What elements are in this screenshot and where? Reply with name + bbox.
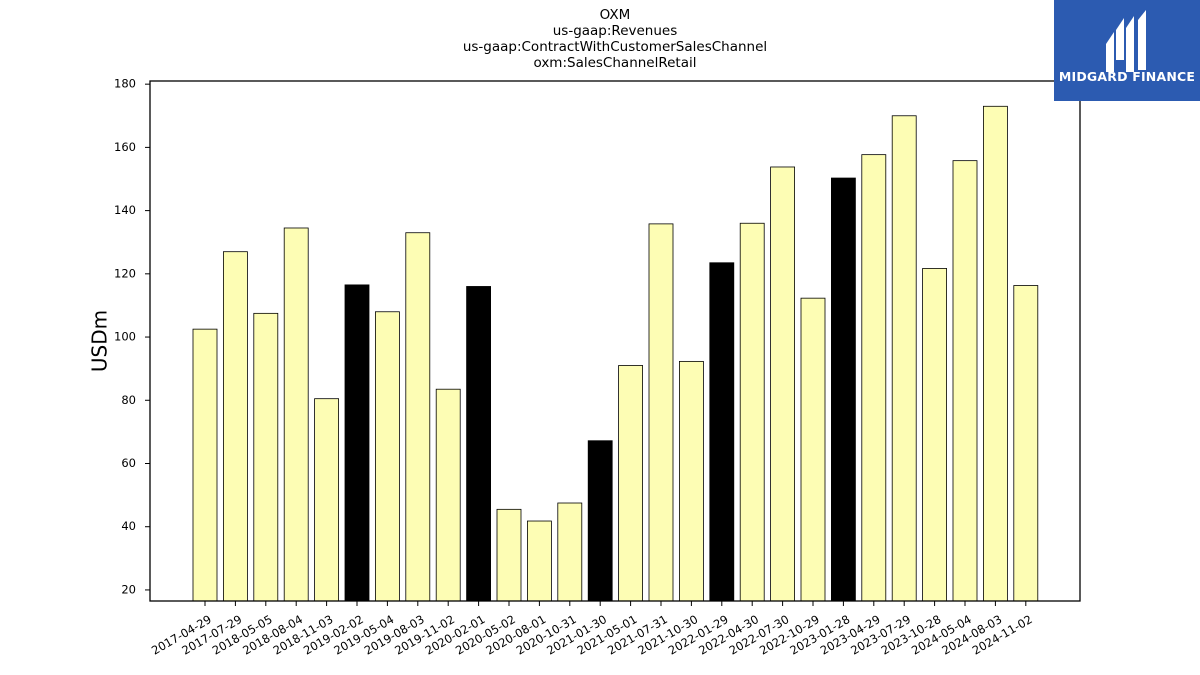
chart-title: OXM us-gaap:Revenues us-gaap:ContractWit…: [150, 7, 1080, 71]
y-tick-label: 140: [114, 203, 136, 217]
bar-2018-05-05: [253, 312, 279, 602]
logo-mark-icon: [1106, 10, 1146, 72]
bar-2021-10-30: [679, 360, 704, 602]
y-tick-label: 60: [121, 456, 136, 470]
bar-2023-07-29: [891, 115, 917, 602]
bar-2022-07-30: [770, 166, 795, 602]
bar-2024-11-02: [1013, 285, 1039, 602]
bar-2023-10-28: [922, 268, 947, 602]
y-tick-label: 100: [114, 330, 136, 344]
bar-2021-05-01: [618, 365, 643, 602]
bar-2023-04-29: [861, 154, 887, 602]
title-metric: us-gaap:Revenues: [552, 23, 678, 39]
bars-group: [192, 105, 1039, 602]
y-axis-label: USDm: [88, 310, 112, 372]
bar-2019-02-02: [344, 284, 370, 602]
bar-2023-01-28: [831, 177, 856, 602]
title-axis: us-gaap:ContractWithCustomerSalesChannel: [462, 39, 768, 55]
plot-frame: [149, 80, 1081, 602]
y-tick-label: 180: [114, 77, 136, 91]
bar-2019-11-02: [435, 388, 461, 602]
bar-2021-01-30: [587, 440, 613, 602]
bar-2020-08-01: [527, 520, 552, 602]
brand-logo: MIDGARD FINANCE: [1054, 0, 1200, 101]
bar-2024-08-03: [983, 105, 1008, 602]
bar-2020-05-02: [496, 508, 522, 602]
bar-2020-10-31: [557, 502, 583, 602]
bar-2024-05-04: [952, 160, 978, 602]
bar-2021-07-31: [648, 223, 674, 602]
y-tick-label: 80: [121, 393, 136, 407]
bar-2018-08-04: [283, 227, 309, 602]
bar-2022-04-30: [739, 222, 765, 602]
logo-text: MIDGARD FINANCE: [1058, 69, 1196, 84]
title-member: oxm:SalesChannelRetail: [533, 55, 697, 71]
y-tick-label: 40: [121, 519, 136, 533]
bar-2017-07-29: [222, 251, 248, 602]
bar-2022-01-29: [709, 262, 735, 602]
bar-2022-10-29: [800, 297, 826, 602]
title-ticker: OXM: [599, 7, 631, 23]
bar-2019-08-03: [405, 232, 431, 602]
bar-2017-04-29: [192, 328, 218, 602]
bar-2020-02-01: [466, 286, 492, 602]
y-tick-label: 120: [114, 266, 136, 280]
x-axis-ticks: 2017-04-292017-07-292018-05-052018-08-04…: [149, 601, 1035, 658]
bar-2018-11-03: [314, 398, 340, 602]
y-tick-label: 20: [121, 582, 136, 596]
y-axis-ticks: 20 40 60 80 100 120 140 160 180: [114, 77, 150, 596]
y-tick-label: 160: [114, 140, 136, 154]
bar-2019-05-04: [374, 311, 400, 602]
